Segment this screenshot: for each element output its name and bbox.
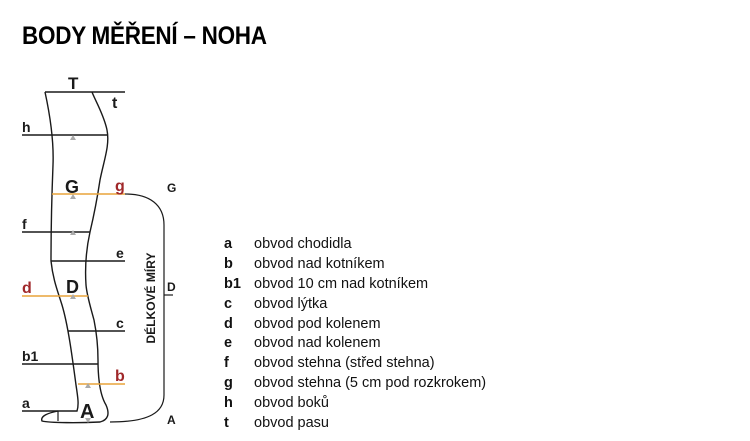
label-f: f: [22, 216, 27, 232]
legend-text: obvod boků: [254, 395, 329, 412]
label-b: b: [115, 368, 125, 385]
legend-item: a obvod chodidla: [224, 234, 486, 254]
legend-item: e obvod nad kolenem: [224, 333, 486, 353]
label-b1: b1: [22, 348, 39, 364]
legend-key: f: [224, 355, 229, 372]
legend-key: a: [224, 235, 233, 252]
label-e: e: [116, 245, 124, 261]
label-D: D: [66, 277, 79, 297]
legend-key: b1: [224, 275, 241, 292]
legend-text: obvod lýtka: [254, 295, 328, 312]
legend-key: t: [224, 414, 229, 431]
label-c: c: [116, 315, 124, 331]
legend-item: f obvod stehna (střed stehna): [224, 353, 486, 373]
legend-text: obvod pod kolenem: [254, 315, 381, 332]
legend-item: c obvod lýtka: [224, 294, 486, 314]
label-t: t: [112, 95, 118, 112]
legend-item: h obvod boků: [224, 393, 486, 413]
legend-key: b: [224, 255, 233, 272]
legend-item: g obvod stehna (5 cm pod rozkrokem): [224, 373, 486, 393]
legend-key: g: [224, 375, 233, 392]
legend-text: obvod nad kolenem: [254, 335, 381, 352]
legend-key: e: [224, 335, 233, 352]
legend-text: obvod stehna (5 cm pod rozkrokem): [254, 375, 487, 392]
legend-text: obvod chodidla: [254, 235, 352, 252]
measurement-legend: a obvod chodidla b obvod nad kotníkem b1 ob…: [224, 234, 486, 433]
bracket-label-D: D: [167, 280, 176, 294]
legend-item: t obvod pasu: [224, 413, 486, 433]
label-G: G: [65, 177, 79, 197]
leg-outline: [41, 91, 109, 424]
label-h: h: [22, 119, 31, 135]
label-T: T: [68, 74, 79, 93]
legend-text: obvod stehna (střed stehna): [254, 355, 435, 372]
legend-item: b obvod nad kotníkem: [224, 254, 486, 274]
legend-item: b1 obvod 10 cm nad kotníkem: [224, 274, 486, 294]
measure-markers: [70, 135, 91, 423]
legend-key: h: [224, 395, 233, 412]
label-d: d: [22, 280, 32, 297]
label-g: g: [115, 178, 125, 195]
legend-text: obvod 10 cm nad kotníkem: [254, 275, 429, 292]
page-title: BODY MĚŘENÍ – NOHA: [22, 22, 267, 50]
legend-key: c: [224, 295, 233, 312]
label-A: A: [80, 401, 94, 423]
length-bracket: [109, 193, 165, 423]
legend-text: obvod pasu: [254, 414, 329, 431]
legend-text: obvod nad kotníkem: [254, 255, 385, 272]
bracket-label-A: A: [167, 413, 176, 427]
legend-item: d obvod pod kolenem: [224, 314, 486, 334]
label-a: a: [22, 395, 30, 411]
bracket-caption: DÉLKOVÉ MÍRY: [143, 253, 158, 344]
bracket-label-G: G: [167, 181, 176, 195]
legend-key: d: [224, 315, 233, 332]
